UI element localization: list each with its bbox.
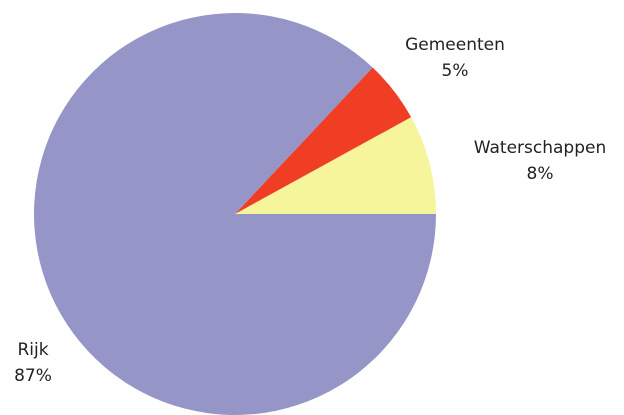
- slice-label: Rijk: [17, 340, 48, 360]
- slice-value-label: 5%: [442, 61, 469, 81]
- pie-slice: [235, 67, 412, 215]
- slice-label: Waterschappen: [474, 138, 606, 158]
- slice-value-label: 8%: [527, 164, 554, 184]
- pie-slice: [34, 13, 436, 415]
- slice-label: Gemeenten: [405, 35, 505, 55]
- slice-value-label: 87%: [14, 366, 52, 386]
- pie-slice: [235, 117, 436, 214]
